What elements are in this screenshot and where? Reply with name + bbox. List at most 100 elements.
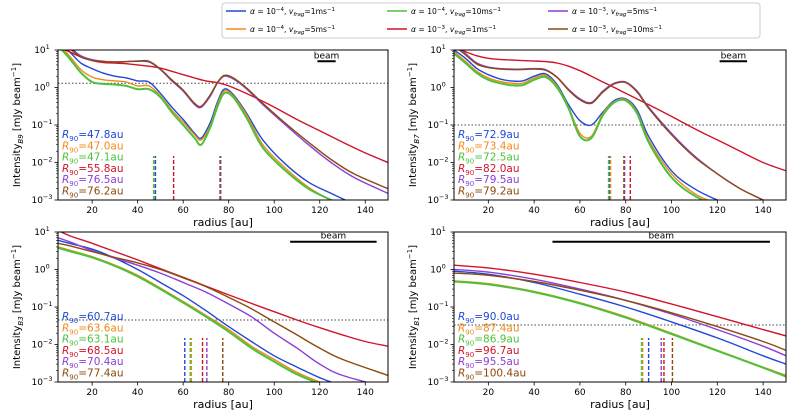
y-tick-label: 10−3 (31, 375, 52, 388)
r90-label-a1e-3_v10: R90=100.4au (458, 368, 526, 382)
y-tick-label: 101 (34, 43, 50, 56)
legend-label-a1e-4_v1: α = 10−4, vfrag=1ms−1 (250, 7, 335, 18)
x-tick-label: 40 (528, 388, 540, 398)
series-line-a1e-4_v10 (60, 50, 334, 200)
x-tick-label: 100 (663, 206, 680, 216)
x-tick-label: 80 (223, 388, 235, 398)
r90-label-a1e-3_v5: R90=95.5au (458, 356, 520, 370)
series-line-a1e-4_v10 (58, 246, 319, 382)
beam-label: beam (648, 232, 674, 242)
x-tick-label: 140 (755, 206, 772, 216)
legend: α = 10−4, vfrag=1ms−1 α = 10−4, vfrag=10m… (221, 2, 761, 39)
r90-label-a1e-4_v1: R90=60.7au (62, 311, 124, 325)
y-tick-label: 100 (430, 81, 446, 94)
x-tick-label: 60 (574, 388, 586, 398)
x-tick-label: 100 (663, 388, 680, 398)
series-line-a1e-4_v10 (454, 52, 706, 200)
x-tick-label: 60 (177, 206, 189, 216)
x-tick-label: 40 (528, 206, 540, 216)
x-axis-label: radius [au] (590, 398, 650, 411)
r90-label-a1e-3_v5: R90=70.4au (62, 356, 124, 370)
x-tick-label: 60 (177, 388, 189, 398)
r90-label-a1e-4_v1: R90=47.8au (62, 129, 124, 143)
x-tick-label: 140 (755, 388, 772, 398)
y-tick-label: 100 (34, 81, 50, 94)
x-tick-label: 20 (86, 206, 98, 216)
r90-label-a1e-3_v5: R90=79.5au (458, 174, 520, 188)
y-tick-label: 10−1 (31, 118, 52, 131)
x-tick-label: 20 (483, 388, 495, 398)
series-line-a1e-4_v10 (454, 280, 786, 378)
series-line-a1e-3_v10 (458, 50, 765, 200)
y-tick-label: 10−2 (427, 156, 448, 169)
r90-label-a1e-4_v5: R90=73.4au (458, 140, 520, 154)
r90-label-a1e-3_v1: R90=82.0au (458, 163, 520, 177)
x-tick-label: 100 (266, 206, 283, 216)
series-group (60, 50, 388, 200)
legend-label-a1e-3_v10: α = 10−3, vfrag=10ms−1 (572, 25, 662, 36)
r90-label-a1e-3_v1: R90=55.8au (62, 163, 124, 177)
y-tick-label: 100 (430, 263, 446, 276)
y-axis-label: IntensityB3 [mJy beam−1] (10, 245, 25, 369)
x-tick-label: 20 (483, 206, 495, 216)
r90-label-a1e-4_v10: R90=63.1au (62, 334, 124, 348)
panel-top-right: 20 40 60 80 100 120 140 10−3 10−2 10−1 100 101 radiu… (406, 43, 787, 229)
x-tick-label: 80 (620, 388, 632, 398)
panel-bottom-right: 20 40 60 80 100 120 140 10−3 10−2 10−1 100 101 radiu… (406, 225, 787, 411)
r90-label-a1e-3_v5: R90=76.5au (62, 174, 124, 188)
r90-label-a1e-3_v1: R90=68.5au (62, 345, 124, 359)
r90-label-a1e-3_v10: R90=76.2au (62, 186, 124, 200)
legend-label-a1e-3_v1: α = 10−3, vfrag=1ms−1 (411, 25, 496, 36)
r90-label-a1e-4_v10: R90=72.5au (458, 152, 520, 166)
legend-label-a1e-3_v5: α = 10−3, vfrag=5ms−1 (572, 7, 657, 18)
series-line-a1e-4_v1 (66, 50, 347, 200)
x-tick-label: 60 (574, 206, 586, 216)
y-tick-label: 100 (34, 263, 50, 276)
series-line-a1e-4_v1 (454, 50, 720, 200)
x-tick-label: 80 (223, 206, 235, 216)
panels: 20 40 60 80 100 120 140 10−3 10−2 10−1 100 101 radiu… (10, 43, 787, 411)
beam-label: beam (721, 51, 747, 61)
legend-label-a1e-4_v10: α = 10−4, vfrag=10ms−1 (411, 7, 501, 18)
r90-label-a1e-4_v1: R90=72.9au (458, 129, 520, 143)
panel-top-left: 20 40 60 80 100 120 140 10−3 10−2 10−1 100 101 radiu… (10, 43, 389, 229)
r90-label-a1e-3_v10: R90=79.2au (458, 186, 520, 200)
x-tick-label: 120 (709, 206, 726, 216)
series-group (454, 50, 786, 200)
y-tick-label: 10−1 (31, 300, 52, 313)
legend-label-a1e-4_v5: α = 10−4, vfrag=5ms−1 (250, 25, 335, 36)
series-line-a1e-3_v1 (459, 50, 786, 172)
r90-label-a1e-3_v1: R90=96.7au (458, 345, 520, 359)
x-tick-label: 100 (266, 388, 283, 398)
legend-frame (221, 2, 761, 39)
y-tick-label: 10−2 (31, 338, 52, 351)
y-axis-label: IntensityB7 [mJy beam−1] (406, 63, 421, 187)
r90-label-a1e-4_v1: R90=90.0au (458, 311, 520, 325)
x-tick-label: 140 (357, 388, 374, 398)
series-line-a1e-4_v5 (62, 50, 333, 200)
x-tick-label: 80 (620, 206, 632, 216)
r90-label-a1e-4_v10: R90=86.9au (458, 334, 520, 348)
y-tick-label: 101 (430, 43, 446, 56)
y-tick-label: 101 (34, 225, 50, 238)
series-line-a1e-3_v1 (63, 50, 388, 164)
y-axis-label: IntensityB1 [mJy beam−1] (406, 245, 421, 369)
x-tick-label: 120 (709, 388, 726, 398)
x-tick-label: 120 (311, 206, 328, 216)
y-tick-label: 101 (430, 225, 446, 238)
y-tick-label: 10−3 (31, 193, 52, 206)
x-axis-label: radius [au] (590, 216, 650, 229)
beam-label: beam (321, 232, 347, 242)
y-tick-label: 10−3 (427, 375, 448, 388)
r90-label-a1e-4_v5: R90=63.6au (62, 322, 124, 336)
x-tick-label: 140 (357, 206, 374, 216)
x-tick-label: 20 (86, 388, 98, 398)
panel-bottom-left: 20 40 60 80 100 120 140 10−3 10−2 10−1 100 101 radiu… (10, 225, 389, 411)
x-axis-label: radius [au] (193, 398, 253, 411)
beam-label: beam (314, 51, 340, 61)
series-line-a1e-4_v1 (58, 239, 333, 382)
r90-label-a1e-4_v10: R90=47.1au (62, 152, 124, 166)
series-line-a1e-3_v10 (70, 50, 388, 190)
x-tick-label: 40 (132, 206, 144, 216)
